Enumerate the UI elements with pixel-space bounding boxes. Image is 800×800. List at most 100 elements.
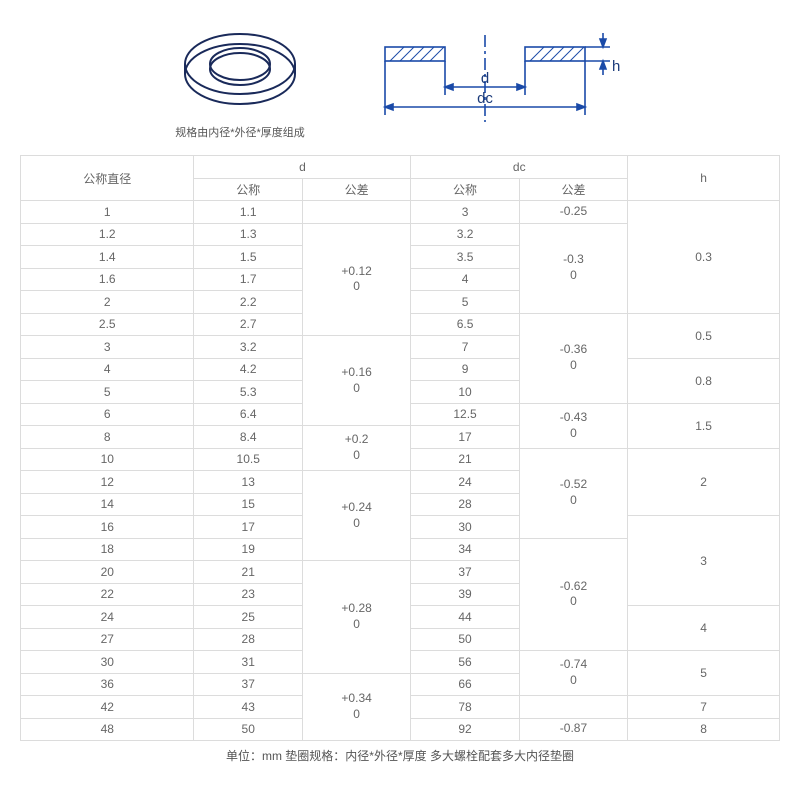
label-h: h	[612, 58, 620, 75]
cell-d-nominal: 2.2	[194, 291, 302, 314]
cell-d-tolerance: +0.20	[302, 426, 410, 471]
cell-d-tolerance: +0.240	[302, 471, 410, 561]
cell-dc-tolerance: -0.740	[519, 651, 627, 696]
header-dc-tolerance: 公差	[519, 178, 627, 201]
cell-dc-nominal: 78	[411, 696, 519, 719]
cell-nominal-diameter: 16	[21, 516, 194, 539]
cell-dc-nominal: 56	[411, 651, 519, 674]
cell-nominal-diameter: 14	[21, 493, 194, 516]
cell-d-nominal: 10.5	[194, 448, 302, 471]
cell-dc-tolerance: -0.620	[519, 538, 627, 651]
cell-nominal-diameter: 36	[21, 673, 194, 696]
cell-d-nominal: 15	[194, 493, 302, 516]
label-dc: dc	[477, 90, 493, 107]
cell-d-nominal: 3.2	[194, 336, 302, 359]
cell-h: 5	[628, 651, 780, 696]
cell-nominal-diameter: 10	[21, 448, 194, 471]
cell-d-nominal: 5.3	[194, 381, 302, 404]
cell-nominal-diameter: 30	[21, 651, 194, 674]
cell-h: 0.8	[628, 358, 780, 403]
diagram-row: 规格由内径*外径*厚度组成	[0, 0, 800, 155]
header-d-nominal: 公称	[194, 178, 302, 201]
spec-table: 公称直径 d dc h 公称 公差 公称 公差 11.13-0.250.31.2…	[20, 155, 780, 741]
cell-nominal-diameter: 2	[21, 291, 194, 314]
cell-dc-nominal: 92	[411, 718, 519, 741]
header-d-tolerance: 公差	[302, 178, 410, 201]
cell-d-nominal: 1.5	[194, 246, 302, 269]
cell-nominal-diameter: 2.5	[21, 313, 194, 336]
cell-d-nominal: 1.7	[194, 268, 302, 291]
cell-dc-nominal: 4	[411, 268, 519, 291]
cell-dc-nominal: 44	[411, 606, 519, 629]
cell-dc-nominal: 30	[411, 516, 519, 539]
cell-d-tolerance: +0.120	[302, 223, 410, 336]
cell-dc-tolerance: -0.30	[519, 223, 627, 313]
cell-dc-nominal: 37	[411, 561, 519, 584]
cell-d-nominal: 2.7	[194, 313, 302, 336]
cell-nominal-diameter: 4	[21, 358, 194, 381]
header-d: d	[194, 156, 411, 179]
cell-nominal-diameter: 1.4	[21, 246, 194, 269]
cell-dc-nominal: 10	[411, 381, 519, 404]
cell-h: 3	[628, 516, 780, 606]
header-nominal-diameter: 公称直径	[21, 156, 194, 201]
cell-dc-nominal: 50	[411, 628, 519, 651]
cell-dc-nominal: 5	[411, 291, 519, 314]
cell-d-nominal: 23	[194, 583, 302, 606]
washer-3d-diagram: 规格由内径*外径*厚度组成	[175, 22, 305, 140]
cell-d-nominal: 25	[194, 606, 302, 629]
cell-dc-nominal: 12.5	[411, 403, 519, 426]
cell-h: 8	[628, 718, 780, 741]
cell-dc-nominal: 66	[411, 673, 519, 696]
cell-dc-nominal: 21	[411, 448, 519, 471]
cell-d-nominal: 1.3	[194, 223, 302, 246]
cell-h: 2	[628, 448, 780, 516]
cell-d-nominal: 1.1	[194, 201, 302, 224]
cell-nominal-diameter: 1	[21, 201, 194, 224]
cell-d-nominal: 13	[194, 471, 302, 494]
cell-d-tolerance: +0.280	[302, 561, 410, 674]
header-dc: dc	[411, 156, 628, 179]
cell-nominal-diameter: 12	[21, 471, 194, 494]
cell-nominal-diameter: 22	[21, 583, 194, 606]
cell-dc-tolerance: -0.360	[519, 313, 627, 403]
cell-dc-nominal: 6.5	[411, 313, 519, 336]
header-dc-nominal: 公称	[411, 178, 519, 201]
cell-h: 1.5	[628, 403, 780, 448]
cell-dc-tolerance: -0.430	[519, 403, 627, 448]
cell-nominal-diameter: 48	[21, 718, 194, 741]
cell-d-tolerance: +0.160	[302, 336, 410, 426]
cell-dc-tolerance: -0.25	[519, 201, 627, 224]
cell-dc-nominal: 3.5	[411, 246, 519, 269]
table-row: 11.13-0.250.3	[21, 201, 780, 224]
cell-dc-nominal: 17	[411, 426, 519, 449]
cell-d-tolerance	[302, 201, 410, 224]
cell-nominal-diameter: 8	[21, 426, 194, 449]
cell-nominal-diameter: 20	[21, 561, 194, 584]
cell-nominal-diameter: 3	[21, 336, 194, 359]
cell-dc-nominal: 3	[411, 201, 519, 224]
cell-h: 4	[628, 606, 780, 651]
cell-nominal-diameter: 5	[21, 381, 194, 404]
cell-dc-tolerance	[519, 696, 627, 719]
footer-note: 单位：mm 垫圈规格：内径*外径*厚度 多大螺栓配套多大内径垫圈	[0, 741, 800, 770]
cell-d-nominal: 28	[194, 628, 302, 651]
cell-nominal-diameter: 24	[21, 606, 194, 629]
header-h: h	[628, 156, 780, 201]
cell-d-nominal: 19	[194, 538, 302, 561]
cell-nominal-diameter: 6	[21, 403, 194, 426]
cell-d-nominal: 17	[194, 516, 302, 539]
cell-dc-tolerance: -0.520	[519, 448, 627, 538]
cell-d-nominal: 21	[194, 561, 302, 584]
cell-dc-nominal: 39	[411, 583, 519, 606]
cell-d-nominal: 31	[194, 651, 302, 674]
cell-dc-nominal: 24	[411, 471, 519, 494]
cell-dc-nominal: 7	[411, 336, 519, 359]
cell-nominal-diameter: 18	[21, 538, 194, 561]
table-body: 11.13-0.250.31.21.3+0.1203.2-0.301.41.53…	[21, 201, 780, 741]
cell-d-nominal: 4.2	[194, 358, 302, 381]
cell-d-tolerance: +0.340	[302, 673, 410, 741]
cell-d-nominal: 43	[194, 696, 302, 719]
cell-h: 7	[628, 696, 780, 719]
washer-section-diagram: d dc h	[365, 27, 625, 140]
